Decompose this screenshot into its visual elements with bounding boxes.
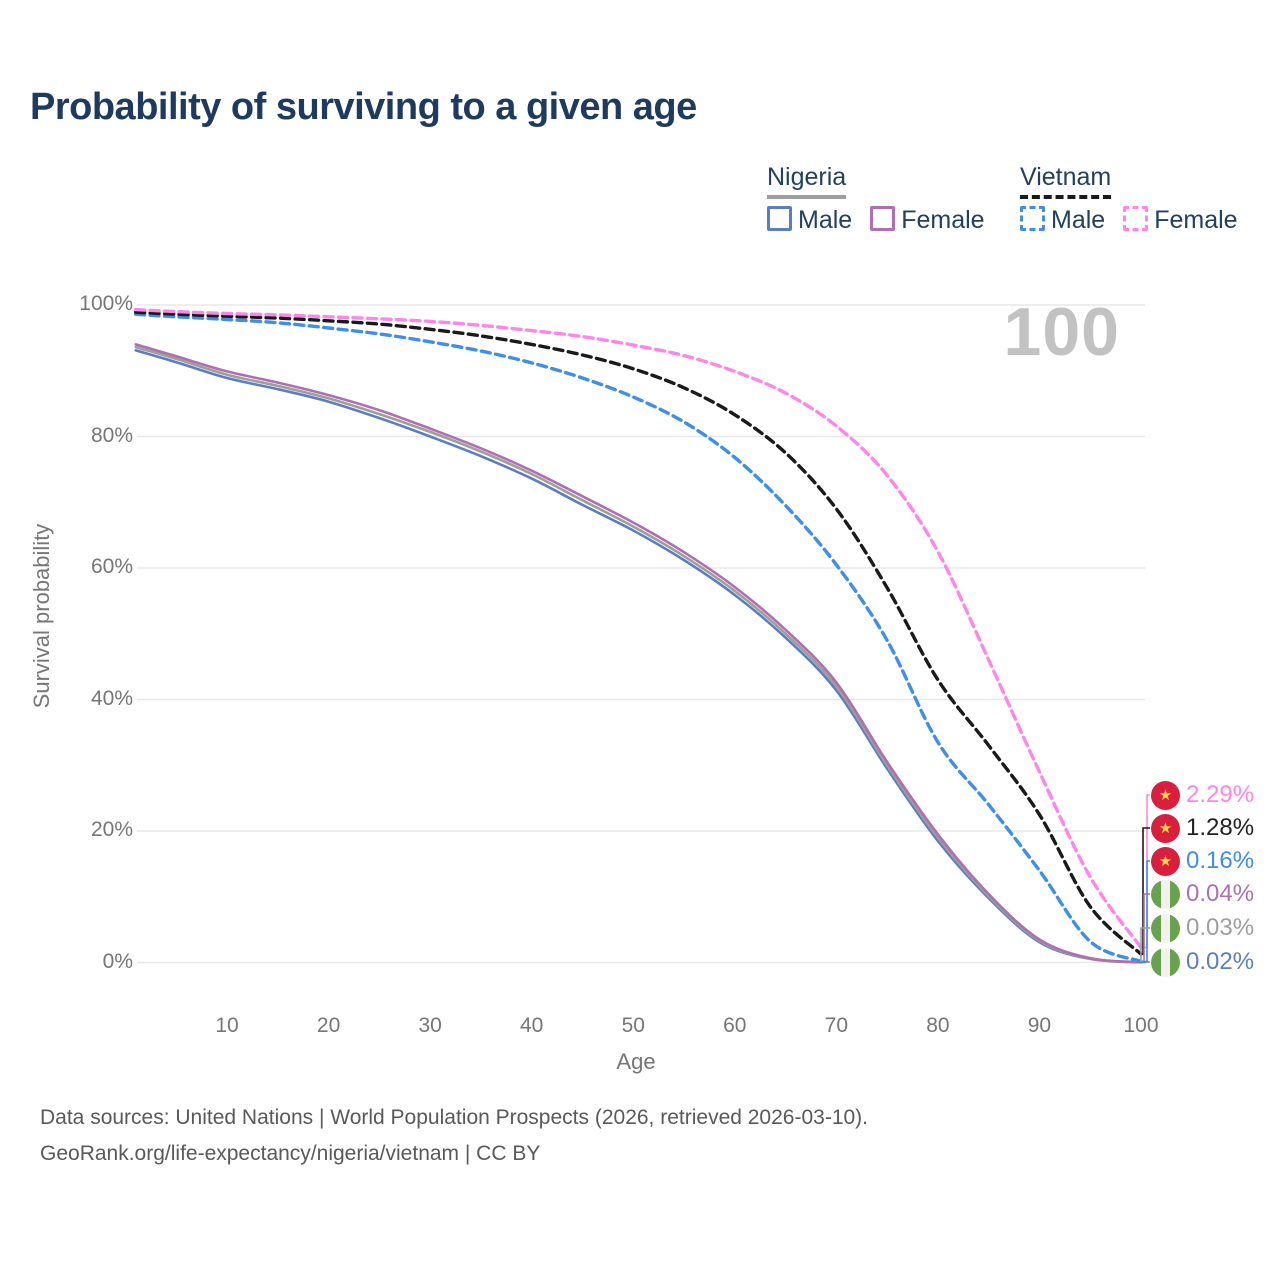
series-line-nigeria-male — [134, 349, 1143, 964]
end-label-nigeria-female: 0.04% — [1151, 878, 1254, 910]
end-label-nigeria-male: 0.02% — [1151, 946, 1254, 978]
end-label-vietnam: ★ 1.28% — [1151, 812, 1254, 844]
end-value-label: 2.29% — [1186, 781, 1255, 808]
x-tick-label-40: 40 — [520, 1014, 544, 1037]
end-value-label: 0.03% — [1186, 914, 1255, 941]
y-tick-label-40%: 40% — [90, 686, 133, 710]
legend-label-nigeria-male[interactable]: Male — [798, 206, 853, 234]
x-tick-label-80: 80 — [926, 1014, 950, 1037]
x-axis-title: Age — [616, 1049, 656, 1074]
x-tick-label-70: 70 — [824, 1014, 849, 1037]
end-label-vietnam-male: ★ 0.16% — [1151, 845, 1254, 877]
nigeria-flag-icon — [1151, 913, 1180, 943]
y-tick-label-0%: 0% — [102, 949, 133, 973]
footer-sources: Data sources: United Nations | World Pop… — [40, 1106, 869, 1129]
x-tick-label-20: 20 — [316, 1014, 341, 1037]
x-tick-label-100: 100 — [1123, 1014, 1159, 1037]
x-tick-label-10: 10 — [215, 1014, 239, 1037]
leader-line-vietnam — [1141, 827, 1150, 955]
x-tick-label-50: 50 — [621, 1014, 645, 1037]
end-value-label: 0.16% — [1186, 847, 1255, 874]
page-title: Probability of surviving to a given age — [30, 86, 697, 128]
series-line-nigeria — [134, 345, 1143, 964]
y-tick-label-60%: 60% — [90, 555, 133, 578]
nigeria-flag-icon — [1151, 879, 1180, 909]
legend-label-vietnam-male[interactable]: Male — [1051, 206, 1106, 234]
legend-swatch-vietnam-male[interactable] — [1020, 206, 1045, 231]
legend-swatch-nigeria-female[interactable] — [870, 206, 896, 231]
y-tick-label-20%: 20% — [90, 818, 133, 841]
x-tick-label-60: 60 — [723, 1014, 747, 1037]
end-label-nigeria: 0.03% — [1151, 912, 1254, 944]
legend-group-nigeria: Nigeria Male Female — [767, 163, 1003, 235]
series-line-vietnam — [134, 310, 1143, 956]
x-tick-label-30: 30 — [418, 1014, 442, 1037]
x-tick-label-90: 90 — [1027, 1014, 1052, 1037]
end-label-vietnam-female: ★ 2.29% — [1151, 779, 1254, 811]
end-value-label: 1.28% — [1186, 814, 1255, 841]
end-value-label: 0.04% — [1186, 880, 1255, 907]
footer-link: GeoRank.org/life-expectancy/nigeria/viet… — [40, 1142, 541, 1165]
legend-country-vietnam-label: Vietnam — [1020, 163, 1112, 191]
legend-country-vietnam[interactable]: Vietnam — [1020, 163, 1112, 199]
legend-country-nigeria-label: Nigeria — [767, 163, 847, 191]
legend-swatch-nigeria-male[interactable] — [767, 206, 792, 231]
vietnam-flag-icon: ★ — [1151, 813, 1180, 843]
end-value-label: 0.02% — [1186, 948, 1255, 975]
legend-country-nigeria[interactable]: Nigeria — [767, 163, 847, 199]
series-line-nigeria-female — [134, 343, 1143, 964]
age-counter-watermark: 100 — [1003, 294, 1120, 370]
series-line-vietnam-male — [134, 312, 1143, 964]
legend-label-nigeria-female[interactable]: Female — [901, 206, 985, 234]
y-tick-label-80%: 80% — [90, 423, 133, 447]
series-line-vietnam-female — [134, 307, 1143, 950]
nigeria-flag-icon — [1151, 947, 1180, 977]
legend-swatch-vietnam-female[interactable] — [1123, 206, 1149, 231]
legend-group-vietnam: Vietnam Male Female — [1020, 163, 1256, 235]
y-tick-label-100%: 100% — [79, 292, 133, 315]
legend-label-vietnam-female[interactable]: Female — [1154, 206, 1238, 234]
leader-line-nigeria — [1140, 927, 1150, 963]
vietnam-flag-icon: ★ — [1151, 846, 1180, 876]
vietnam-flag-icon: ★ — [1151, 780, 1180, 810]
